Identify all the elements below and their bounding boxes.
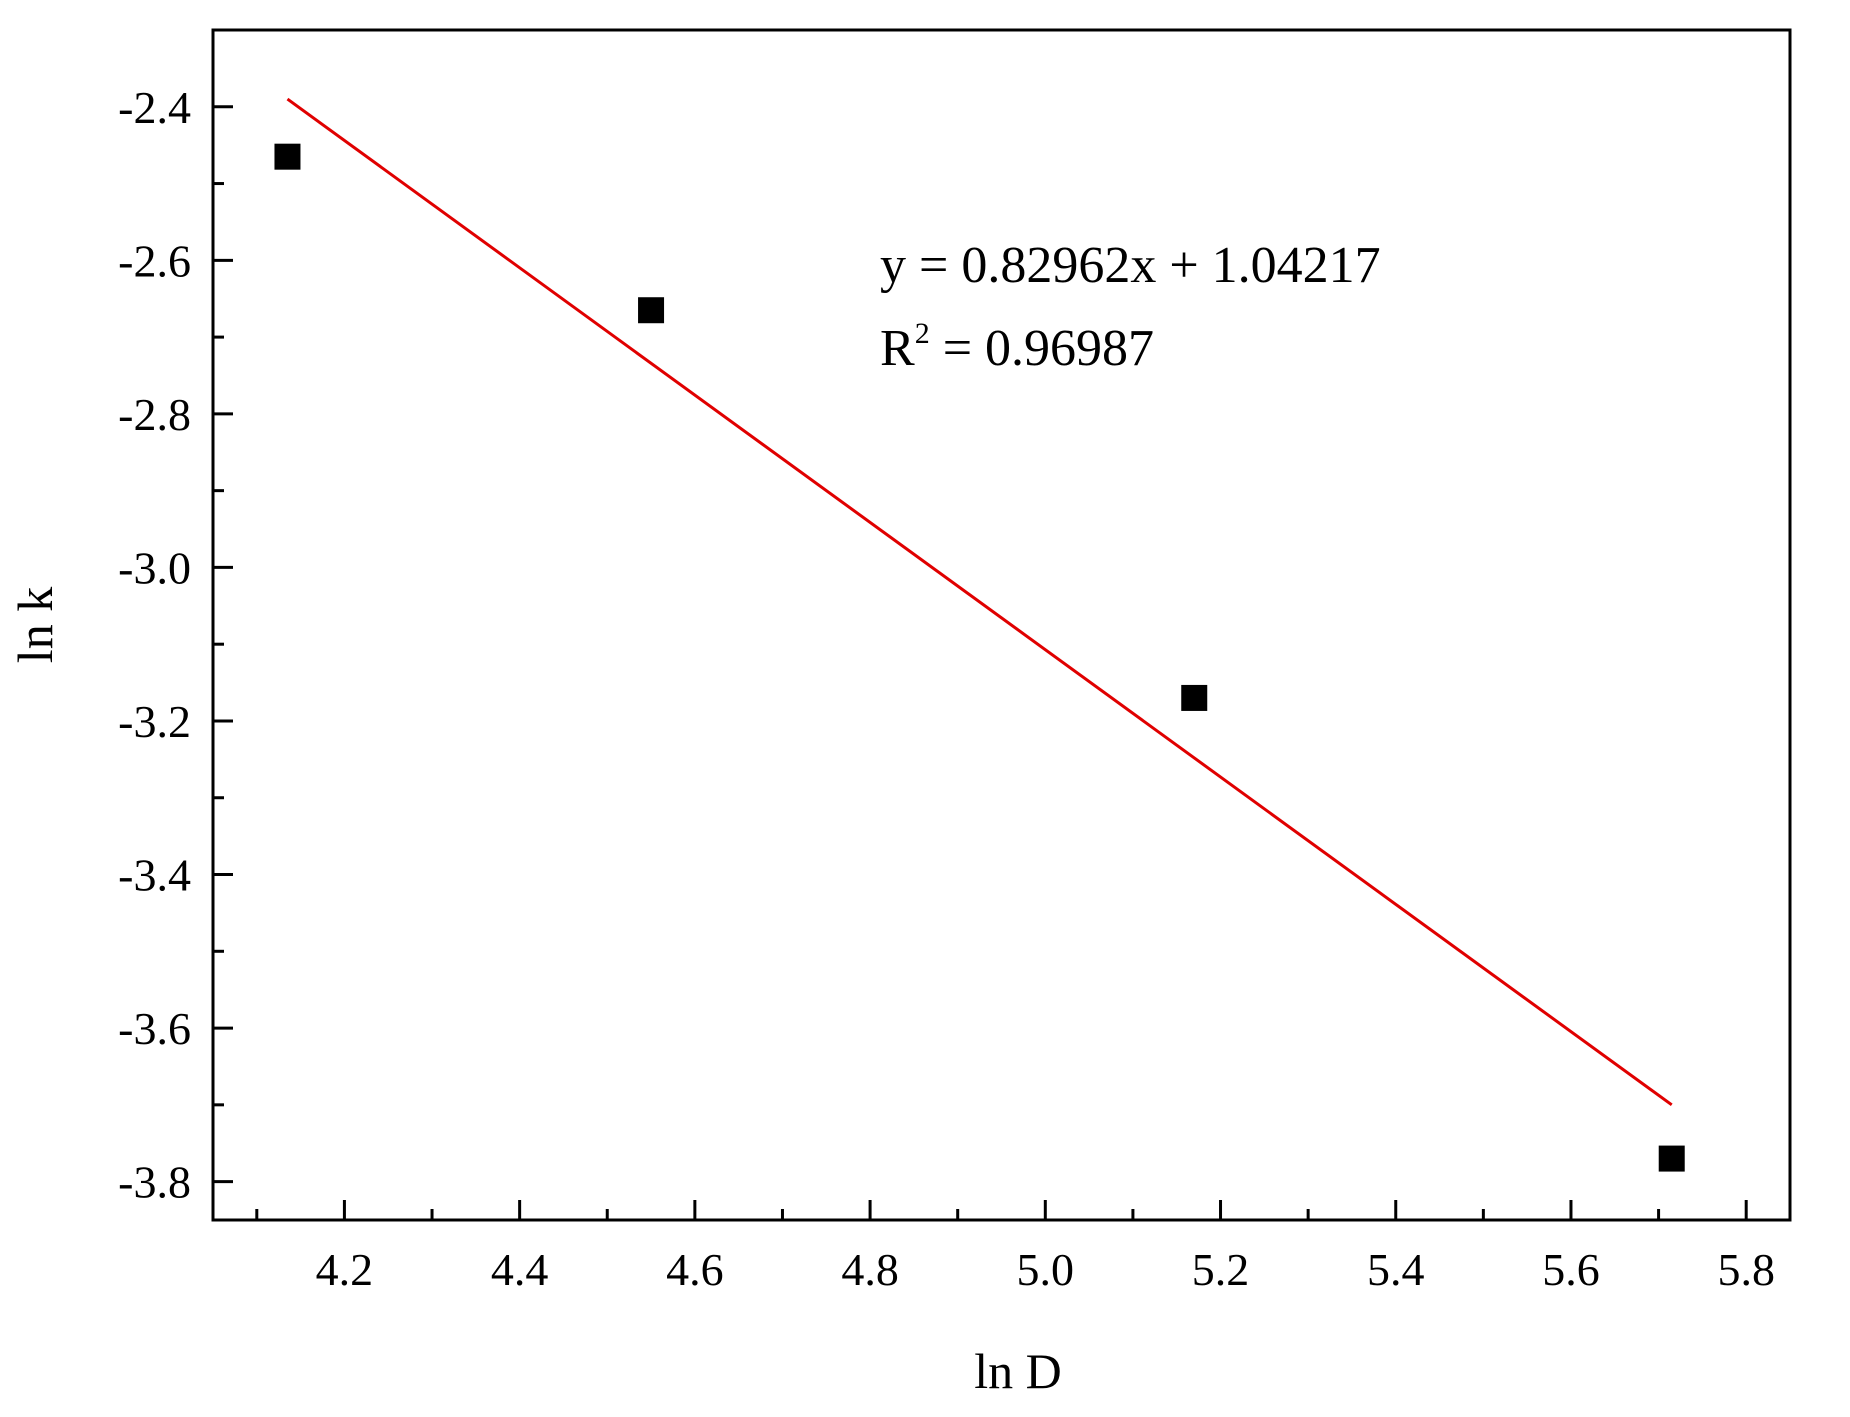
y-tick-label: -3.6 xyxy=(118,1003,191,1054)
x-tick-label: 4.6 xyxy=(666,1244,724,1295)
y-tick-label: -2.4 xyxy=(118,82,191,133)
r-squared-value: = 0.96987 xyxy=(930,320,1154,377)
y-tick-label: -2.6 xyxy=(118,235,191,286)
y-axis-title: ln k xyxy=(7,587,63,663)
x-axis-title: ln D xyxy=(974,1343,1062,1399)
y-tick-label: -3.0 xyxy=(118,542,191,593)
fit-equation: y = 0.82962x + 1.04217 xyxy=(880,237,1381,294)
x-tick-label: 4.4 xyxy=(491,1244,549,1295)
y-tick-label: -2.8 xyxy=(118,389,191,440)
plot-frame xyxy=(211,28,1792,1222)
x-tick-label: 5.4 xyxy=(1367,1244,1425,1295)
x-tick-label: 5.0 xyxy=(1017,1244,1075,1295)
fit-line-group xyxy=(286,97,1673,1107)
data-point xyxy=(274,143,301,170)
x-tick-label: 4.2 xyxy=(316,1244,374,1295)
y-axis-ticks: -2.4 -2.6 -2.8 -3.0 -3.2 -3.4 -3.6 -3.8 xyxy=(118,82,233,1208)
data-point xyxy=(1181,684,1208,711)
data-point xyxy=(1658,1145,1685,1172)
x-tick-label: 5.8 xyxy=(1717,1244,1775,1295)
x-tick-label: 5.2 xyxy=(1192,1244,1250,1295)
x-tick-label: 5.6 xyxy=(1542,1244,1600,1295)
r-squared: R2 = 0.96987 xyxy=(880,317,1154,377)
r-squared-exponent: 2 xyxy=(915,317,930,350)
y-tick-label: -3.8 xyxy=(118,1157,191,1208)
fit-line xyxy=(286,97,1673,1107)
x-axis-ticks: 4.2 4.4 4.6 4.8 5.0 5.2 5.4 5.6 5.8 xyxy=(255,1200,1775,1295)
x-tick-label: 4.8 xyxy=(841,1244,899,1295)
data-point xyxy=(638,297,665,324)
r-squared-prefix: R xyxy=(880,320,915,377)
data-points xyxy=(274,143,1685,1172)
y-tick-label: -3.4 xyxy=(118,850,191,901)
y-tick-label: -3.2 xyxy=(118,696,191,747)
